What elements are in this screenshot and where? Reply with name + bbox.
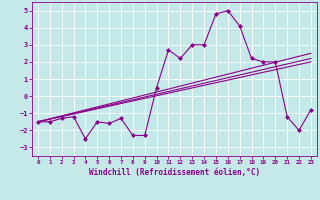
X-axis label: Windchill (Refroidissement éolien,°C): Windchill (Refroidissement éolien,°C) bbox=[89, 168, 260, 177]
